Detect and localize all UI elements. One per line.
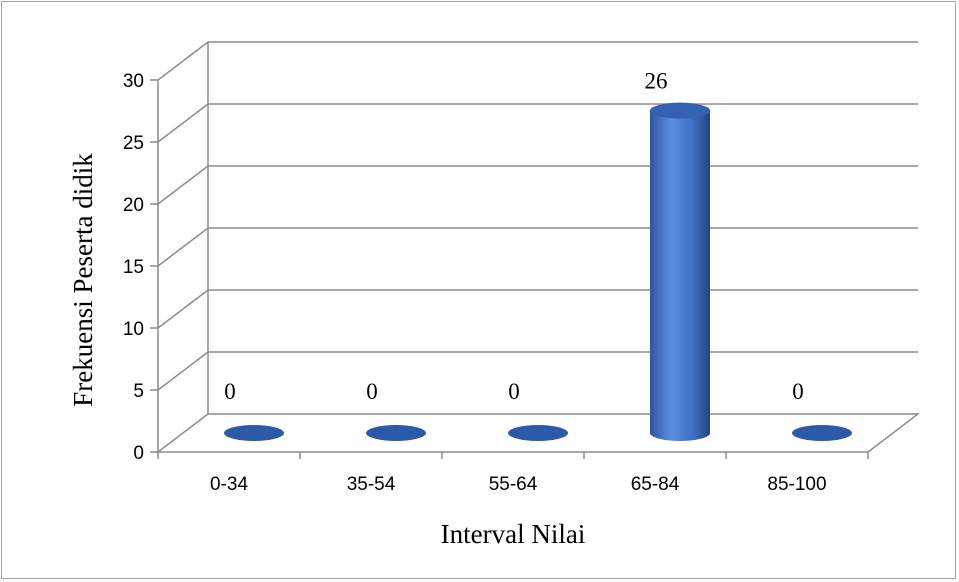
gridline xyxy=(157,289,918,329)
x-tick-label: 35-54 xyxy=(347,474,396,495)
data-label: 0 xyxy=(508,379,520,404)
y-tick-label: 15 xyxy=(123,257,144,278)
gridline xyxy=(157,41,918,81)
x-tick-label: 55-64 xyxy=(489,474,538,495)
y-tick-label: 30 xyxy=(123,71,144,92)
y-tick-labels: 0 5 10 15 20 25 30 xyxy=(123,71,144,464)
bar-35-54 xyxy=(366,425,426,441)
gridline xyxy=(157,351,918,391)
gridlines xyxy=(157,41,918,391)
x-tick-label: 85-100 xyxy=(767,474,826,495)
gridline xyxy=(157,103,918,143)
floor-outline xyxy=(155,413,921,453)
y-tick-label: 5 xyxy=(133,381,144,402)
data-label: 0 xyxy=(366,379,378,404)
data-label: 0 xyxy=(792,379,804,404)
y-axis-title: Frekuensi Peserta didik xyxy=(68,153,98,407)
data-label: 26 xyxy=(645,69,668,94)
bar-55-64 xyxy=(508,425,568,441)
y-axis xyxy=(150,42,869,459)
bar-top xyxy=(650,102,710,119)
gridline xyxy=(157,165,918,205)
x-axis-title: Interval Nilai xyxy=(441,519,586,549)
bar-65-84 xyxy=(650,110,710,441)
chart-floor xyxy=(155,413,921,453)
data-label: 0 xyxy=(224,379,236,404)
gridline xyxy=(157,227,918,267)
x-tick-label: 65-84 xyxy=(631,474,680,495)
y-tick-label: 25 xyxy=(123,133,144,154)
x-tick-labels: 0-34 35-54 55-64 65-84 85-100 xyxy=(210,474,827,495)
data-labels: 0 0 0 26 0 xyxy=(224,69,804,404)
bars xyxy=(224,102,852,441)
bar-0-34 xyxy=(224,425,284,441)
y-tick-label: 0 xyxy=(133,443,144,464)
x-tick-label: 0-34 xyxy=(210,474,248,495)
y-tick-label: 20 xyxy=(123,195,144,216)
y-tick-label: 10 xyxy=(123,319,144,340)
bar-85-100 xyxy=(792,425,852,441)
